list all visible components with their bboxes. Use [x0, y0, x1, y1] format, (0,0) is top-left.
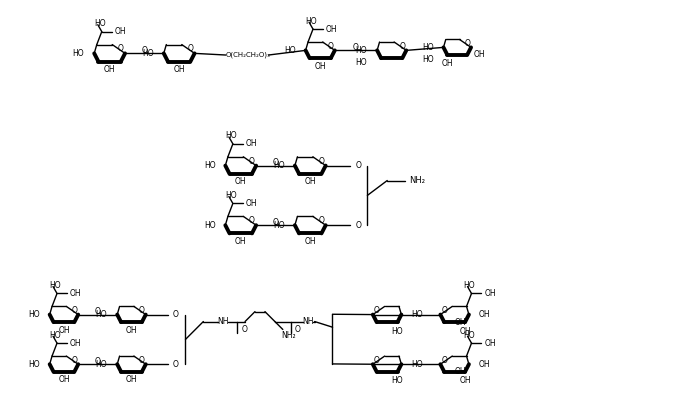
Text: OH: OH — [484, 339, 496, 348]
Text: O(CH₂CH₂O)₃: O(CH₂CH₂O)₃ — [225, 52, 270, 58]
Text: O: O — [464, 39, 470, 48]
Text: OH: OH — [326, 25, 338, 34]
Text: OH: OH — [235, 177, 246, 186]
Text: OH: OH — [58, 375, 70, 384]
Text: OH: OH — [473, 50, 485, 59]
Text: HO: HO — [284, 46, 296, 55]
Text: HO: HO — [355, 46, 367, 55]
Text: OH: OH — [454, 367, 466, 376]
Text: NH₂: NH₂ — [281, 331, 296, 340]
Text: HO: HO — [355, 58, 367, 67]
Text: O: O — [328, 42, 334, 51]
Text: O: O — [71, 306, 77, 315]
Text: HO: HO — [411, 310, 423, 319]
Text: HO: HO — [28, 310, 40, 319]
Text: NH: NH — [218, 317, 229, 326]
Text: O: O — [272, 158, 279, 167]
Text: OH: OH — [459, 327, 471, 335]
Text: HO: HO — [305, 17, 317, 25]
Text: HO: HO — [50, 281, 61, 290]
Text: OH: OH — [58, 326, 70, 335]
Text: O: O — [95, 307, 101, 316]
Text: O: O — [248, 157, 255, 166]
Text: HO: HO — [204, 221, 216, 230]
Text: OH: OH — [173, 65, 185, 74]
Text: OH: OH — [235, 237, 246, 246]
Text: O: O — [71, 356, 77, 365]
Text: OH: OH — [246, 139, 258, 148]
Text: O: O — [355, 221, 362, 230]
Text: HO: HO — [422, 55, 433, 64]
Text: OH: OH — [459, 376, 471, 385]
Text: HO: HO — [204, 161, 216, 170]
Text: OH: OH — [304, 237, 316, 246]
Text: O: O — [355, 161, 362, 170]
Text: O: O — [248, 216, 255, 225]
Text: O: O — [318, 157, 324, 166]
Text: OH: OH — [314, 62, 326, 71]
Text: HO: HO — [463, 331, 475, 340]
Text: O: O — [441, 356, 447, 365]
Text: HO: HO — [142, 49, 154, 58]
Text: OH: OH — [484, 289, 496, 298]
Text: OH: OH — [304, 177, 316, 186]
Text: OH: OH — [126, 375, 138, 384]
Text: HO: HO — [28, 360, 40, 369]
Text: O: O — [272, 218, 279, 227]
Text: O: O — [295, 325, 301, 334]
Text: HO: HO — [274, 161, 285, 170]
Text: O: O — [172, 310, 179, 319]
Text: O: O — [399, 42, 405, 51]
Text: O: O — [374, 356, 380, 365]
Text: HO: HO — [73, 49, 84, 58]
Text: OH: OH — [115, 27, 126, 36]
Text: HO: HO — [392, 327, 403, 335]
Text: OH: OH — [441, 59, 453, 68]
Text: OH: OH — [479, 310, 491, 319]
Text: HO: HO — [96, 360, 107, 369]
Text: HO: HO — [411, 360, 423, 369]
Text: HO: HO — [422, 43, 433, 52]
Text: O: O — [374, 306, 380, 315]
Text: O: O — [441, 306, 447, 315]
Text: HO: HO — [225, 132, 237, 141]
Text: OH: OH — [126, 326, 138, 335]
Text: NH: NH — [302, 317, 313, 326]
Text: HO: HO — [94, 19, 105, 28]
Text: HO: HO — [274, 221, 285, 230]
Text: OH: OH — [70, 289, 82, 298]
Text: O: O — [139, 356, 144, 365]
Text: O: O — [142, 46, 147, 55]
Text: O: O — [139, 306, 144, 315]
Text: OH: OH — [104, 65, 115, 74]
Text: O: O — [95, 357, 101, 366]
Text: O: O — [187, 44, 193, 53]
Text: OH: OH — [454, 318, 466, 327]
Text: O: O — [353, 43, 359, 52]
Text: OH: OH — [70, 339, 82, 348]
Text: HO: HO — [50, 331, 61, 340]
Text: HO: HO — [463, 281, 475, 290]
Text: OH: OH — [479, 360, 491, 369]
Text: NH₂: NH₂ — [409, 176, 425, 185]
Text: O: O — [241, 325, 247, 334]
Text: HO: HO — [392, 376, 403, 385]
Text: HO: HO — [96, 310, 107, 319]
Text: O: O — [318, 216, 324, 225]
Text: O: O — [118, 44, 124, 53]
Text: O: O — [172, 360, 179, 369]
Text: OH: OH — [246, 199, 258, 208]
Text: HO: HO — [225, 191, 237, 200]
